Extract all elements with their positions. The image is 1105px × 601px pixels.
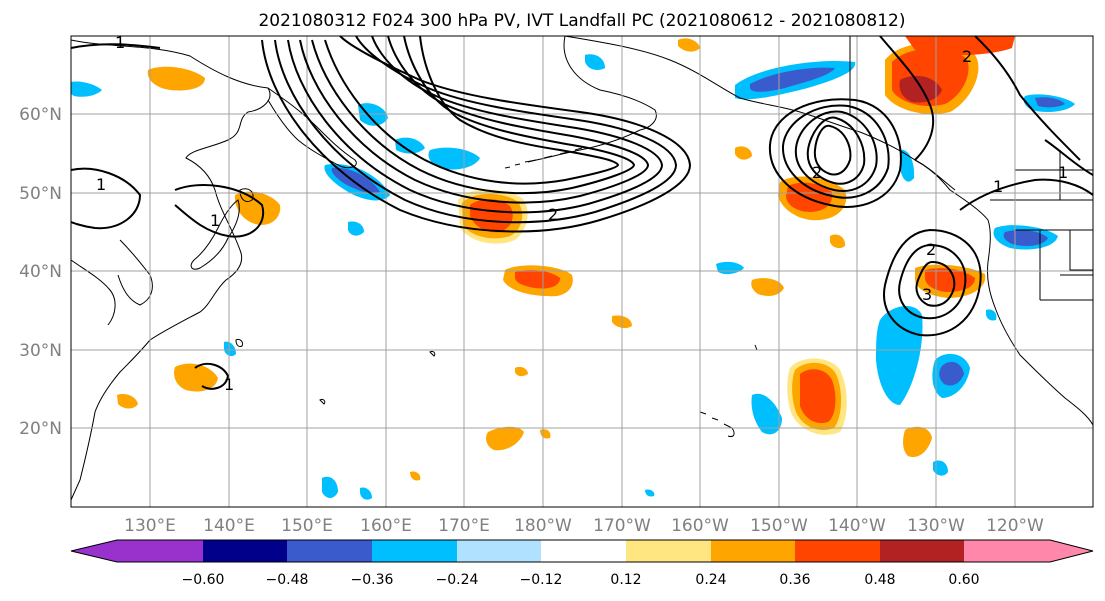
colorbar-outline [70,539,1094,563]
colorbar-tick-label: −0.48 [266,572,309,588]
lon-tick-label: 140°E [203,516,255,536]
colorbar-segment [711,540,795,562]
lon-tick-label: 170°E [438,516,490,536]
colorbar-tick-label: 0.48 [864,572,895,588]
colorbar-segment [541,540,626,562]
colorbar-tick-label: 0.60 [948,572,979,588]
lon-tick-label: 120°W [986,516,1044,536]
lat-tick-label: 20°N [19,419,62,439]
lon-tick-label: 150°W [750,516,808,536]
colorbar-extend-low [71,540,117,562]
colorbar-tick-label: 0.36 [779,572,810,588]
lon-tick-label: 140°W [828,516,886,536]
colorbar-tick-label: −0.60 [182,572,225,588]
colorbar-segment [880,540,964,562]
colorbar-segment [457,540,541,562]
lon-tick-label: 170°W [593,516,651,536]
colorbar-segment [372,540,457,562]
contour-label: 2 [812,163,822,182]
colorbar-segment [203,540,287,562]
lon-tick-label: 130°E [124,516,176,536]
lon-axis: 130°E 140°E 150°E 160°E 170°E 180°W 170°… [124,516,1044,536]
contour-label: 1 [115,33,125,52]
colorbar-tick-label: 0.12 [610,572,641,588]
contour-label: 2 [548,205,558,224]
map-panel: 1 1 1 1 2 2 2 3 2 1 1 [70,33,1094,508]
shaded-anomalies [71,36,1075,500]
colorbar: −0.60 −0.48 −0.36 −0.24 −0.12 0.12 0.24 … [70,539,1094,588]
colorbar-tick-label: −0.24 [436,572,479,588]
lat-tick-label: 50°N [19,184,62,204]
colorbar-tick-label: −0.12 [520,572,563,588]
colorbar-extend-high [1050,540,1093,562]
contour-label: 2 [926,240,936,259]
lat-tick-label: 40°N [19,262,62,282]
contour-label: 1 [1058,163,1068,182]
contour-label: 3 [922,285,932,304]
colorbar-tick-label: 0.24 [695,572,726,588]
lon-tick-label: 150°E [281,516,333,536]
contour-label: 1 [224,375,234,394]
colorbar-segment [964,540,1050,562]
figure-title: 2021080312 F024 300 hPa PV, IVT Landfall… [258,11,905,31]
lat-tick-label: 60°N [19,105,62,125]
colorbar-segment [795,540,880,562]
lon-tick-label: 180°W [514,516,572,536]
colorbar-segment [287,540,372,562]
pv-contours [70,35,1094,390]
lon-tick-label: 160°E [360,516,412,536]
contour-label: 1 [210,211,220,230]
lat-tick-label: 30°N [19,341,62,361]
contour-label: 1 [96,175,106,194]
lon-tick-label: 130°W [907,516,965,536]
graticule [71,36,1093,507]
contour-label: 2 [962,47,972,66]
lon-tick-label: 160°W [671,516,729,536]
contour-labels: 1 1 1 1 2 2 2 3 2 1 1 [96,33,1068,394]
colorbar-tick-label: −0.36 [351,572,394,588]
colorbar-segment [626,540,711,562]
contour-label: 1 [993,177,1003,196]
lat-axis: 60°N 50°N 40°N 30°N 20°N [19,105,62,439]
colorbar-segment [117,540,203,562]
map-frame [70,35,1094,508]
